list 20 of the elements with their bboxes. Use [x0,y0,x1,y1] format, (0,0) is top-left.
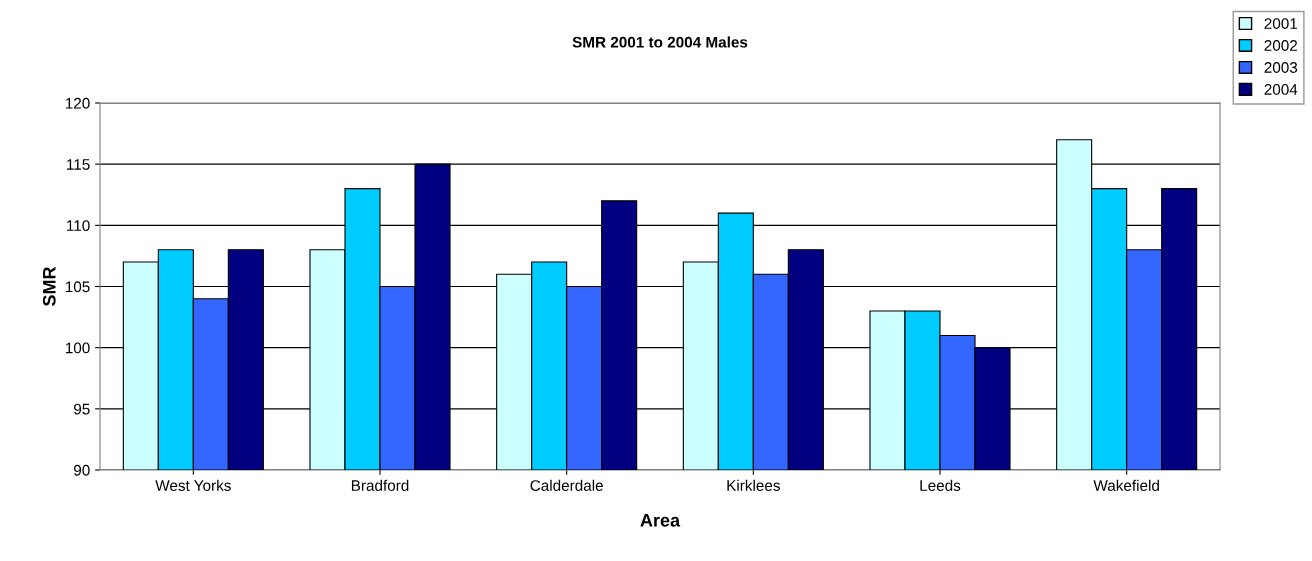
x-tick-label: West Yorks [155,479,231,491]
legend-label: 2001 [1264,18,1298,29]
x-tick-label: Bradford [351,479,409,491]
y-tick-label: 115 [67,159,90,170]
y-axis-title: SMR [42,266,56,307]
x-axis-title: Area [640,514,681,527]
legend-label: 2002 [1264,40,1298,51]
x-tick-label: Kirklees [727,479,780,491]
y-tick-label: 95 [74,403,90,415]
legend-label: 2003 [1264,62,1298,73]
legend-label: 2004 [1264,84,1298,95]
y-tick-label: 120 [65,97,90,109]
y-tick-label: 105 [65,281,90,293]
x-tick-label: Leeds [920,479,961,491]
x-tick-label: Calderdale [530,479,603,491]
x-tick-label: Wakefield [1093,479,1159,491]
y-tick-label: 110 [67,220,90,232]
chart-title: SMR 2001 to 2004 Males [572,36,748,48]
y-tick-label: 100 [65,342,90,354]
y-tick-label: 90 [74,464,90,476]
